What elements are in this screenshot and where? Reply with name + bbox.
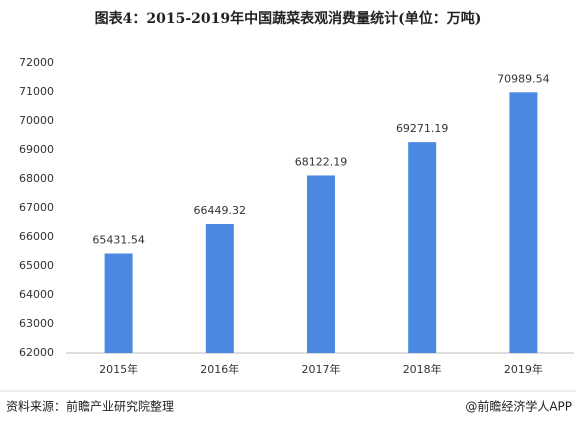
- bar: [205, 223, 234, 353]
- bar: [307, 175, 335, 353]
- data-label: 69271.19: [396, 122, 449, 135]
- y-tick-label: 70000: [19, 114, 54, 127]
- x-tick-label: 2019年: [504, 362, 543, 376]
- x-tick-label: 2018年: [403, 362, 442, 376]
- chart-title: 图表4：2015-2019年中国蔬菜表观消费量统计(单位：万吨): [95, 10, 482, 27]
- y-tick-label: 66000: [19, 230, 54, 243]
- data-label: 68122.19: [295, 155, 348, 168]
- bar: [104, 253, 133, 353]
- credit: @前瞻经济学人APP: [465, 399, 572, 414]
- y-tick-label: 72000: [19, 56, 54, 69]
- y-tick-label: 63000: [19, 317, 54, 330]
- y-tick-label: 69000: [19, 143, 54, 156]
- y-tick-label: 64000: [19, 288, 54, 301]
- data-label: 65431.54: [92, 233, 145, 246]
- source-note: 资料来源：前瞻产业研究院整理: [6, 399, 174, 414]
- y-tick-label: 68000: [19, 172, 54, 185]
- x-tick-label: 2015年: [99, 362, 138, 376]
- bar: [408, 142, 437, 353]
- y-tick-label: 71000: [19, 85, 54, 98]
- data-label: 66449.32: [194, 204, 247, 217]
- x-tick-label: 2016年: [200, 362, 239, 376]
- y-tick-label: 65000: [19, 259, 54, 272]
- x-tick-label: 2017年: [302, 362, 341, 376]
- bar: [509, 92, 538, 353]
- y-tick-label: 62000: [19, 346, 54, 359]
- data-label: 70989.54: [497, 72, 550, 85]
- y-tick-label: 67000: [19, 201, 54, 214]
